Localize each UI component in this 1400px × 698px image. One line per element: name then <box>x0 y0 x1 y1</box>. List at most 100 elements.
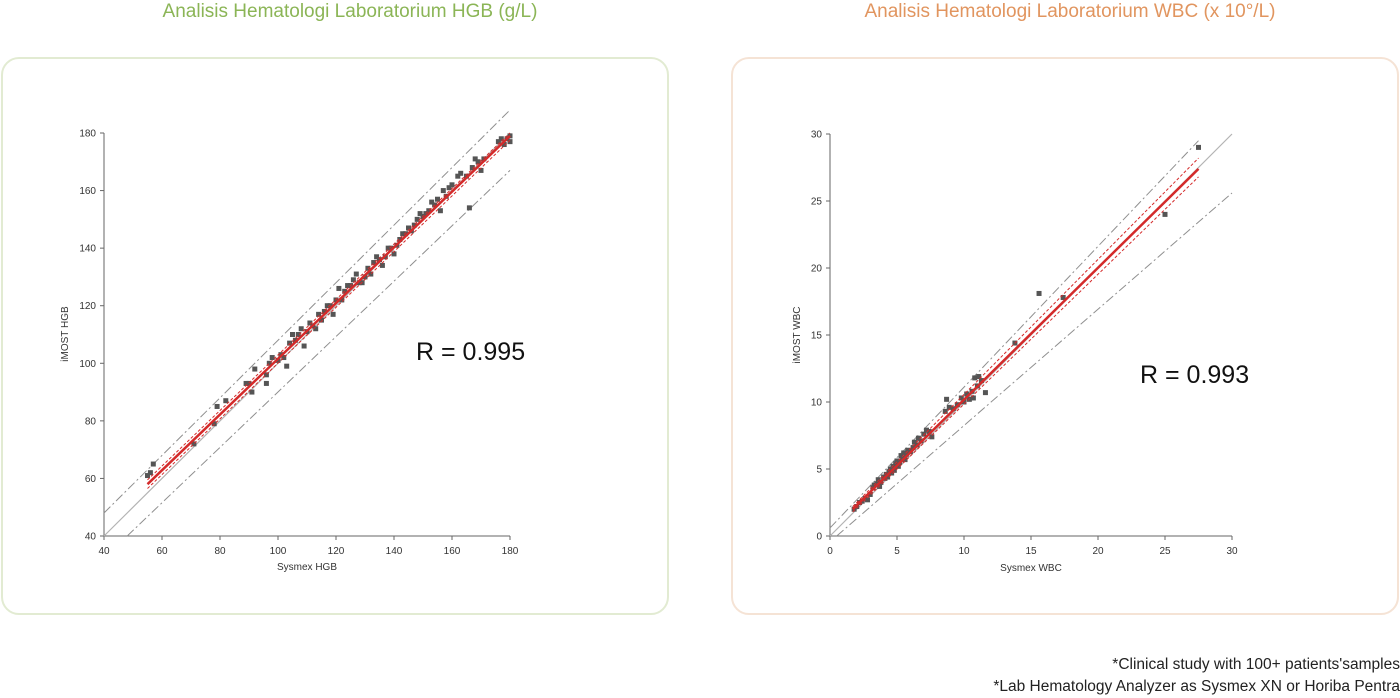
hgb-data-point <box>440 188 446 194</box>
hgb-x-tick-label: 140 <box>386 546 403 557</box>
hgb-data-point <box>316 311 322 317</box>
hgb-data-point <box>345 283 351 289</box>
wbc-data-point <box>1060 294 1066 300</box>
hgb-data-point <box>472 156 478 162</box>
hgb-data-point <box>388 245 394 251</box>
hgb-data-point <box>478 167 484 173</box>
wbc-data-point <box>887 466 893 472</box>
wbc-data-point <box>982 390 988 396</box>
hgb-data-point <box>458 170 464 176</box>
wbc-data-point <box>889 470 895 476</box>
wbc-data-point <box>929 434 935 440</box>
footnote-clinical-study: *Clinical study with 100+ patients'sampl… <box>1112 656 1400 673</box>
wbc-x-tick-label: 5 <box>894 546 900 557</box>
wbc-data-point <box>885 474 891 480</box>
hgb-data-point <box>466 205 472 211</box>
wbc-data-point <box>921 431 927 437</box>
hgb-data-point <box>403 231 409 237</box>
hgb-data-point <box>400 231 406 237</box>
hgb-data-point <box>292 337 298 343</box>
hgb-data-point <box>495 139 501 145</box>
hgb-x-tick-label: 100 <box>270 546 287 557</box>
hgb-x-tick-label: 60 <box>156 546 168 557</box>
hgb-confidence-line-lower <box>147 139 511 489</box>
wbc-y-tick-label: 30 <box>811 130 823 141</box>
wbc-y-tick-label: 0 <box>816 532 822 543</box>
hgb-data-point <box>397 237 403 243</box>
hgb-data-point <box>145 473 150 479</box>
hgb-data-point <box>339 297 345 303</box>
wbc-data-point <box>895 463 901 469</box>
hgb-data-point <box>319 317 324 323</box>
footnotes: *Clinical study with 100+ patients'sampl… <box>993 654 1400 698</box>
hgb-data-point <box>498 136 504 142</box>
wbc-data-point <box>910 445 916 451</box>
wbc-data-point <box>911 439 917 445</box>
chart-title-hgb: Analisis Hematologi Laboratorium HGB (g/… <box>162 1 538 22</box>
wbc-data-point <box>944 396 950 402</box>
wbc-x-tick-label: 25 <box>1159 546 1171 557</box>
hgb-data-point <box>414 216 420 222</box>
hgb-data-point <box>287 340 293 346</box>
hgb-data-point <box>263 380 269 386</box>
hgb-data-point <box>243 380 249 386</box>
wbc-data-point <box>865 497 871 503</box>
wbc-data-point <box>1036 290 1042 296</box>
hgb-data-point <box>350 277 356 283</box>
hgb-chart-card <box>1 57 669 615</box>
wbc-x-tick-label: 20 <box>1092 546 1104 557</box>
hgb-data-point <box>426 208 432 214</box>
wbc-chart-card <box>731 57 1399 615</box>
wbc-y-tick-label: 10 <box>811 398 823 409</box>
wbc-r-annotation: R = 0.993 <box>1140 361 1249 389</box>
hgb-data-point <box>191 441 197 447</box>
wbc-confidence-line-lower <box>852 176 1199 513</box>
hgb-y-tick-label: 100 <box>79 359 96 370</box>
wbc-data-point <box>867 491 873 497</box>
wbc-data-point <box>923 427 929 433</box>
hgb-data-point <box>385 245 391 251</box>
wbc-data-point <box>891 467 897 473</box>
hgb-data-point <box>507 139 513 145</box>
hgb-r-annotation: R = 0.995 <box>416 338 525 366</box>
wbc-data-point <box>978 378 984 384</box>
hgb-data-point <box>214 403 220 409</box>
wbc-data-point <box>902 457 908 463</box>
wbc-data-point <box>898 453 904 459</box>
hgb-x-tick-label: 120 <box>328 546 345 557</box>
wbc-data-point <box>946 404 952 410</box>
wbc-x-tick-label: 15 <box>1025 546 1037 557</box>
hgb-regression-line <box>146 134 511 486</box>
hgb-x-tick-label: 40 <box>98 546 110 557</box>
hgb-x-axis-label: Sysmex HGB <box>277 562 337 573</box>
wbc-data-point <box>915 435 921 441</box>
hgb-data-point <box>368 271 374 277</box>
hgb-data-point <box>252 366 258 372</box>
wbc-data-point <box>964 391 970 397</box>
wbc-y-axis-label: iMOST WBC <box>792 306 803 363</box>
hgb-y-tick-label: 120 <box>79 301 96 312</box>
hgb-data-point <box>313 326 319 332</box>
wbc-data-point <box>905 447 911 453</box>
hgb-y-axis-label: iMOST HGB <box>60 306 71 362</box>
hgb-data-point <box>353 271 359 277</box>
hgb-data-point <box>249 389 255 395</box>
hgb-data-point <box>455 173 461 179</box>
hgb-limit-line-upper <box>103 109 511 514</box>
wbc-data-point <box>972 375 978 381</box>
wbc-x-tick-label: 0 <box>827 546 833 557</box>
hgb-data-point <box>411 222 417 228</box>
hgb-data-point <box>150 461 156 467</box>
hgb-data-point <box>281 355 287 361</box>
wbc-data-point <box>875 477 881 483</box>
hgb-data-point <box>321 308 327 314</box>
wbc-limit-line-upper <box>829 140 1199 529</box>
hgb-data-point <box>307 320 313 326</box>
hgb-data-point <box>356 280 362 286</box>
wbc-data-point <box>903 451 909 457</box>
hgb-scatter-plot: 40 60 80 100 120 140 160 180 40 60 80 100 120 140 160… <box>60 109 525 573</box>
hgb-data-point <box>371 260 377 266</box>
hgb-data-point <box>417 211 423 217</box>
chart-title-wbc: Analisis Hematologi Laboratorium WBC (x … <box>864 1 1276 22</box>
